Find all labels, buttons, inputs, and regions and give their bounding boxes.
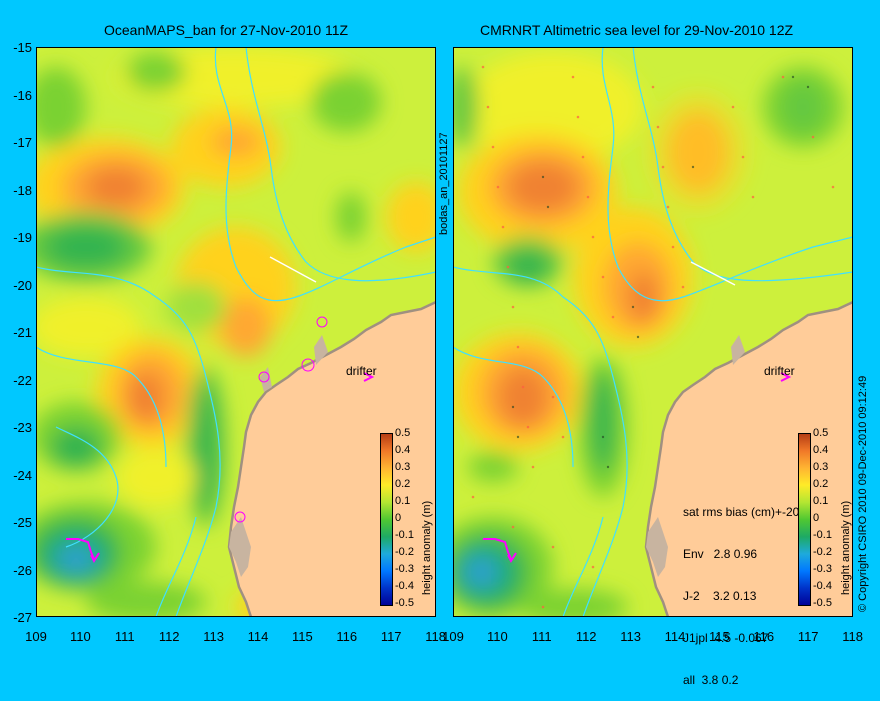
drifter-label-right: drifter (764, 364, 795, 378)
x-tick-label: 115 (709, 629, 730, 644)
colorbar-tick-label: -0.3 (813, 563, 832, 575)
x-tick-label: 115 (292, 629, 313, 644)
x-tick-label: 112 (575, 629, 597, 644)
y-tick-label: -26 (13, 562, 32, 578)
colorbar-tick-label: -0.1 (395, 529, 414, 541)
colorbar-tick-label: -0.1 (813, 529, 832, 541)
x-tick-label: 114 (664, 629, 686, 644)
colorbar-tick-label: 0.1 (813, 495, 829, 507)
colorbar-right-gradient (798, 433, 811, 606)
left-map-title: OceanMAPS_ban for 27-Nov-2010 11Z (104, 22, 349, 38)
colorbar-tick-label: -0.5 (813, 597, 832, 609)
x-tick-label: 109 (25, 629, 47, 644)
y-tick-label: -24 (13, 467, 32, 483)
stats-header: sat rms bias (cm)+-20 (683, 505, 800, 519)
x-tick-label: 112 (158, 629, 180, 644)
y-tick-label: -25 (13, 515, 32, 530)
x-tick-label: 109 (442, 629, 464, 644)
colorbar-tick-label: -0.4 (813, 580, 832, 592)
colorbar-tick-label: 0.1 (395, 495, 411, 507)
colorbar-tick-label: 0.3 (395, 461, 411, 473)
colorbar-left-label: height anomaly (m) (421, 500, 433, 595)
y-tick-label: -16 (13, 87, 32, 103)
colorbar-tick-label: -0.3 (395, 563, 414, 575)
left-map-panel (36, 47, 436, 617)
side-label: bodas_an_20101127 (438, 132, 450, 235)
x-tick-label: 118 (842, 629, 863, 644)
y-tick-label: -19 (13, 230, 32, 245)
stats-row: Env 2.8 0.96 (683, 547, 758, 561)
colorbar-left-gradient (380, 433, 393, 606)
y-tick-label: -17 (13, 135, 32, 150)
x-tick-label: 111 (114, 629, 135, 644)
drifter-track-left (66, 538, 100, 564)
colorbar-tick-label: 0.3 (813, 461, 829, 473)
y-tick-label: -23 (13, 420, 32, 435)
x-tick-label: 113 (203, 629, 224, 644)
x-tick-label: 116 (336, 629, 358, 644)
x-tick-label: 117 (797, 629, 819, 644)
colorbar-tick-label: -0.2 (395, 546, 414, 558)
stats-row: all 3.8 0.2 (683, 673, 739, 687)
copyright-text: © Copyright CSIRO 2010 09-Dec-2010 09:12… (857, 375, 869, 612)
x-tick-label: 118 (425, 629, 446, 644)
drifter-track-right (483, 538, 517, 564)
colorbar-tick-label: -0.2 (813, 546, 832, 558)
drifter-marker-right (780, 372, 792, 382)
x-tick-label: 117 (380, 629, 402, 644)
drifter-marker-left (363, 372, 375, 382)
y-tick-label: -18 (13, 182, 32, 198)
x-tick-label: 114 (247, 629, 269, 644)
colorbar-tick-label: 0.2 (813, 478, 829, 490)
colorbar-tick-label: 0 (395, 512, 402, 524)
x-tick-label: 116 (753, 629, 775, 644)
colorbar-tick-label: 0.4 (395, 444, 411, 456)
x-tick-label: 113 (620, 629, 641, 644)
colorbar-right (798, 433, 812, 611)
colorbar-tick-label: 0.4 (813, 444, 829, 456)
colorbar-tick-label: 0 (813, 512, 820, 524)
colorbar-tick-label: -0.4 (395, 580, 414, 592)
x-tick-label: 111 (531, 629, 552, 644)
colorbar-tick-label: -0.5 (395, 597, 414, 609)
stats-row: J1jpl 4.5 -0.067 (683, 631, 769, 645)
colorbar-left (380, 433, 394, 611)
satellite-stats: sat rms bias (cm)+-20 Env 2.8 0.96 J-2 3… (683, 477, 799, 701)
stats-row: J-2 3.2 0.13 (683, 589, 757, 603)
y-tick-label: -15 (13, 40, 32, 55)
colorbar-tick-label: 0.2 (395, 478, 411, 490)
colorbar-tick-label: 0.5 (813, 427, 829, 439)
x-tick-label: 110 (487, 629, 508, 644)
drifter-label-left: drifter (346, 364, 377, 378)
y-tick-label: -21 (13, 325, 32, 340)
colorbar-right-label: height anomaly (m) (840, 500, 852, 595)
colorbar-tick-label: 0.5 (395, 427, 411, 439)
y-tick-label: -27 (13, 610, 32, 625)
x-tick-label: 110 (70, 629, 91, 644)
left-map-svg (36, 47, 436, 617)
y-tick-label: -20 (13, 277, 32, 293)
y-tick-label: -22 (13, 372, 32, 388)
right-map-title: CMRNRT Altimetric sea level for 29-Nov-2… (480, 22, 794, 38)
